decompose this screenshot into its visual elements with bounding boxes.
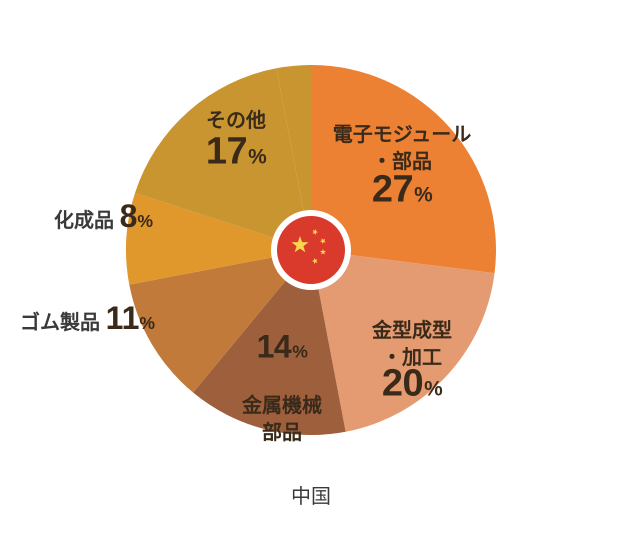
pie-svg bbox=[0, 0, 622, 555]
slice-percent-label: 17% bbox=[206, 126, 266, 177]
pie-chart-china: 電子モジュール・部品27%金型成型・加工20%金属機械部品14%ゴム製品 11%… bbox=[0, 0, 622, 555]
china-flag-icon bbox=[277, 216, 345, 284]
slice-percent-label: 14% bbox=[257, 325, 308, 368]
slice-percent-label: 27% bbox=[372, 164, 432, 215]
slice-external-label: ゴム製品 11% bbox=[20, 300, 155, 337]
slice-name-label: 金属機械部品 bbox=[242, 393, 322, 447]
slice-external-label: 化成品 8% bbox=[54, 198, 153, 235]
slice-percent-label: 20% bbox=[382, 358, 442, 409]
chart-title: 中国 bbox=[291, 480, 331, 509]
